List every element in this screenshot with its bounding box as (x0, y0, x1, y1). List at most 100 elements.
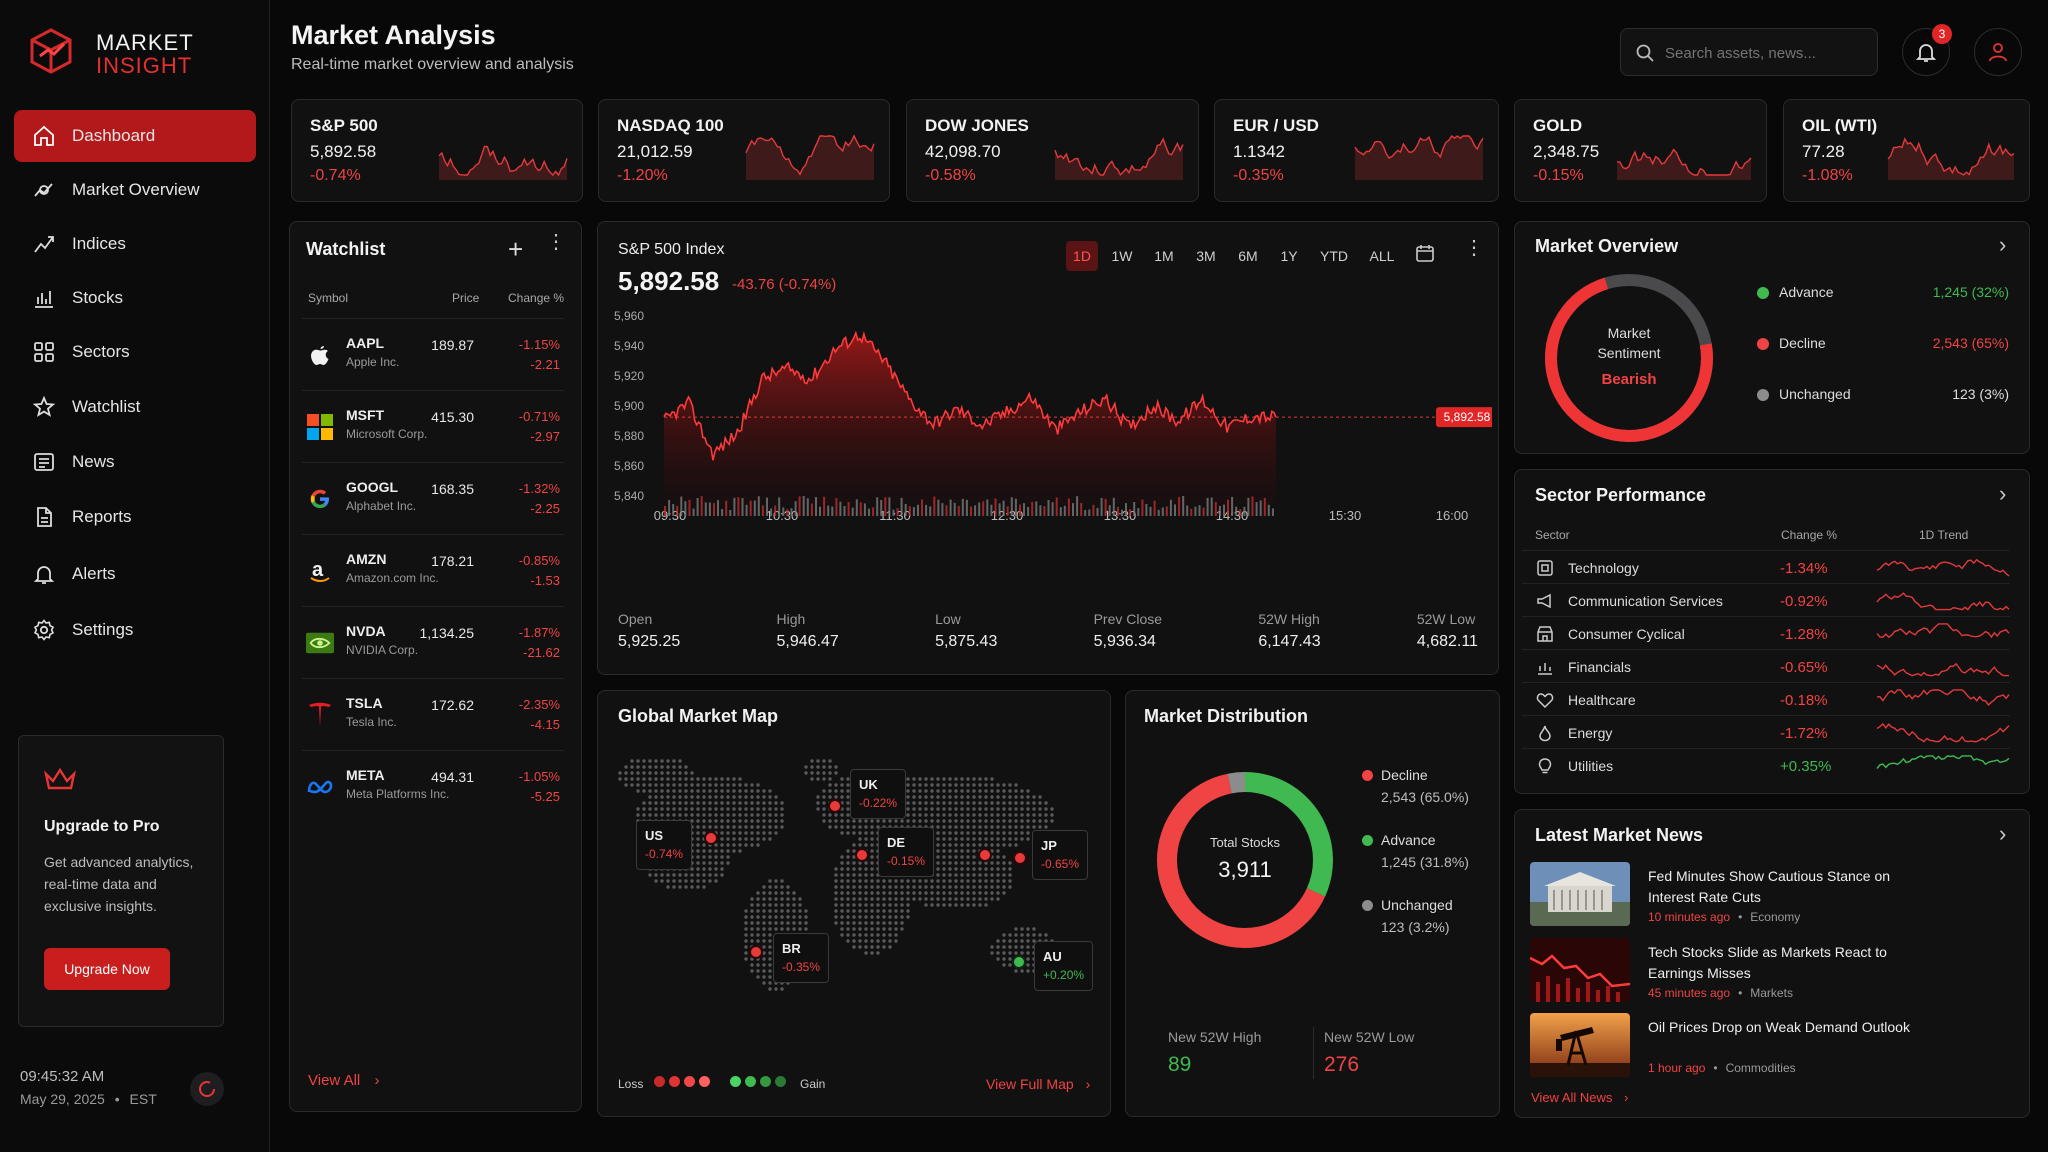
x-tick-label: 16:00 (1436, 508, 1469, 523)
chevron-right-icon[interactable]: › (1999, 481, 2007, 506)
map-dot (1002, 783, 1006, 787)
map-code: UK (859, 777, 878, 792)
news-item[interactable]: Fed Minutes Show Cautious Stance on Inte… (1530, 862, 2010, 932)
stat-value: 5,936.34 (1093, 633, 1156, 650)
sidebar-item-indices[interactable]: Indices (14, 218, 256, 270)
range-3m[interactable]: 3M (1196, 248, 1216, 264)
map-dot (906, 891, 910, 895)
news-item[interactable]: Tech Stocks Slide as Markets React to Ea… (1530, 938, 2010, 1008)
row-change: -4.15 (530, 717, 560, 732)
map-dot (684, 885, 688, 889)
map-dot (972, 855, 976, 859)
sidebar-item-watchlist[interactable]: Watchlist (14, 381, 256, 433)
range-1m[interactable]: 1M (1154, 248, 1174, 264)
search-input[interactable] (1665, 41, 1865, 65)
map-marker-uk[interactable] (828, 799, 842, 813)
sector-title: Sector Performance (1535, 485, 1707, 505)
map-dot (924, 819, 928, 823)
table-row[interactable]: TSLA Tesla Inc. 172.62 -2.35% -4.15 (302, 678, 564, 750)
sidebar-item-alerts[interactable]: Alerts (14, 548, 256, 600)
status-indicator[interactable] (190, 1072, 224, 1106)
map-marker-cn[interactable] (978, 848, 992, 862)
sidebar-item-market-overview[interactable]: Market Overview (14, 164, 256, 216)
map-dot (756, 801, 760, 805)
map-change: -0.35% (782, 960, 821, 974)
sector-row-healthcare[interactable]: Healthcare -0.18% (1522, 682, 2010, 715)
chevron-right-icon[interactable]: › (1999, 821, 2007, 846)
price-chart[interactable]: 5,9605,9405,9205,9005,8805,8605,84009:30… (610, 306, 1492, 526)
sector-row-technology[interactable]: Technology -1.34% (1522, 550, 2010, 583)
map-marker-au[interactable] (1012, 955, 1026, 969)
notifications-button[interactable] (1902, 28, 1950, 76)
map-dot (768, 801, 772, 805)
table-row[interactable]: a AMZN Amazon.com Inc. 178.21 -0.85% -1.… (302, 534, 564, 606)
col-symbol: Symbol (308, 291, 349, 305)
map-dot (1002, 885, 1006, 889)
sidebar-item-reports[interactable]: Reports (14, 491, 256, 543)
sidebar-item-settings[interactable]: Settings (14, 604, 256, 656)
ticker-card-gold[interactable]: GOLD 2,348.75 -0.15% (1514, 99, 1767, 202)
calendar-icon[interactable] (1414, 242, 1440, 268)
upgrade-now-button[interactable]: Upgrade Now (44, 948, 170, 990)
map-dot (918, 891, 922, 895)
map-dot (618, 771, 622, 775)
map-dot (1014, 927, 1018, 931)
sidebar-item-dashboard[interactable]: Dashboard (14, 110, 256, 162)
range-ytd[interactable]: YTD (1320, 248, 1348, 264)
chevron-right-icon[interactable]: › (1999, 232, 2007, 257)
map-dot (714, 813, 718, 817)
map-dot (852, 903, 856, 907)
map-dot (984, 879, 988, 883)
map-dot (1014, 801, 1018, 805)
add-icon[interactable]: + (508, 234, 524, 264)
sector-row-consumer[interactable]: Consumer Cyclical -1.28% (1522, 616, 2010, 649)
ticker-card-eurusd[interactable]: EUR / USD 1.1342 -0.35% (1214, 99, 1499, 202)
table-row[interactable]: GOOGL Alphabet Inc. 168.35 -1.32% -2.25 (302, 462, 564, 534)
map-marker-jp[interactable] (1013, 851, 1027, 865)
table-row[interactable]: MSFT Microsoft Corp. 415.30 -0.71% -2.97 (302, 390, 564, 462)
stocks-icon (35, 291, 53, 308)
sector-row-communication[interactable]: Communication Services -0.92% (1522, 583, 2010, 616)
range-6m[interactable]: 6M (1238, 248, 1258, 264)
view-all-link[interactable]: View All › (308, 1072, 379, 1089)
more-menu-icon[interactable]: ⋮ (1464, 237, 1484, 259)
map-dot (900, 903, 904, 907)
map-dot (702, 819, 706, 823)
range-1w[interactable]: 1W (1111, 248, 1133, 264)
sidebar-item-stocks[interactable]: Stocks (14, 272, 256, 324)
table-row[interactable]: META Meta Platforms Inc. 494.31 -1.05% -… (302, 750, 564, 822)
sidebar-item-sectors[interactable]: Sectors (14, 326, 256, 378)
ticker-card-nasdaq[interactable]: NASDAQ 100 21,012.59 -1.20% (598, 99, 890, 202)
ticker-card-oil[interactable]: OIL (WTI) 77.28 -1.08% (1783, 99, 2030, 202)
news-item[interactable]: Oil Prices Drop on Weak Demand Outlook 1… (1530, 1013, 2010, 1083)
profile-button[interactable] (1974, 28, 2022, 76)
map-dot (978, 795, 982, 799)
volume-bar (1235, 506, 1238, 516)
map-dot (1008, 783, 1012, 787)
map-dot (762, 897, 766, 901)
sector-row-utilities[interactable]: Utilities +0.35% (1522, 748, 2010, 781)
range-all[interactable]: ALL (1369, 248, 1395, 264)
table-row[interactable]: NVDA NVIDIA Corp. 1,134.25 -1.87% -21.62 (302, 606, 564, 678)
ticker-card-sp500[interactable]: S&P 500 5,892.58 -0.74% (291, 99, 583, 202)
sidebar-item-news[interactable]: News (14, 436, 256, 488)
range-1d[interactable]: 1D (1066, 241, 1098, 271)
watchlist-title: Watchlist (306, 239, 386, 259)
view-all-news-link[interactable]: View All News › (1531, 1090, 1628, 1105)
map-dot (936, 891, 940, 895)
sector-row-energy[interactable]: Energy -1.72% (1522, 715, 2010, 748)
map-dot (894, 921, 898, 925)
map-marker-de[interactable] (855, 848, 869, 862)
view-full-map-link[interactable]: View Full Map › (986, 1076, 1090, 1092)
map-marker-us[interactable] (704, 831, 718, 845)
market-overview-panel: Market Overview › Market Sentiment Beari… (1514, 221, 2030, 454)
table-row[interactable]: AAPL Apple Inc. 189.87 -1.15% -2.21 (302, 318, 564, 390)
range-1y[interactable]: 1Y (1280, 248, 1298, 264)
ticker-card-dow[interactable]: DOW JONES 42,098.70 -0.58% (906, 99, 1199, 202)
volume-bar (1239, 509, 1242, 516)
search-box[interactable] (1620, 28, 1878, 76)
sparkline-line (1354, 135, 1484, 160)
map-marker-br[interactable] (749, 945, 763, 959)
sector-row-financials[interactable]: Financials -0.65% (1522, 649, 2010, 682)
more-menu-icon[interactable]: ⋮ (546, 231, 566, 253)
